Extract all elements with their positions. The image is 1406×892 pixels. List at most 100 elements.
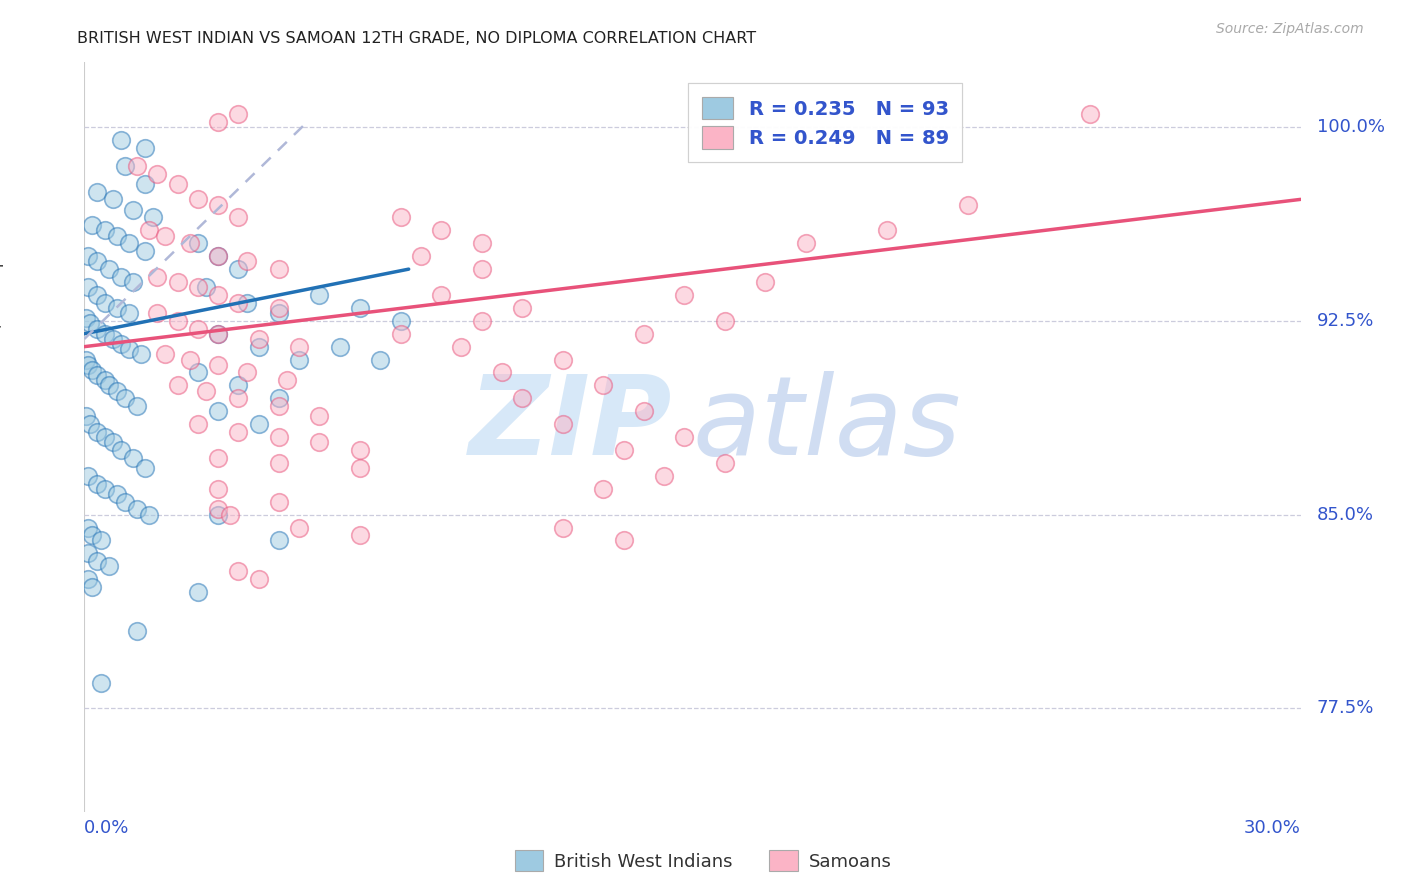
Point <box>77 546 100 560</box>
Point <box>308 435 330 450</box>
Point <box>592 482 614 496</box>
Text: 12th Grade, No Diploma: 12th Grade, No Diploma <box>0 211 4 430</box>
Point <box>207 404 229 418</box>
Point <box>409 249 432 263</box>
Point <box>146 306 169 320</box>
Point <box>86 554 108 568</box>
Point <box>97 378 120 392</box>
Point <box>207 326 229 341</box>
Point <box>93 326 115 341</box>
Point <box>228 392 250 406</box>
Point <box>125 399 148 413</box>
Point <box>247 340 270 354</box>
Text: 85.0%: 85.0% <box>1317 506 1374 524</box>
Point <box>77 520 100 534</box>
Point <box>97 559 120 574</box>
Point <box>219 508 242 522</box>
Point <box>207 482 229 496</box>
Point <box>114 159 136 173</box>
Text: Source: ZipAtlas.com: Source: ZipAtlas.com <box>1216 22 1364 37</box>
Point <box>118 343 141 357</box>
Point <box>207 249 229 263</box>
Point <box>82 218 104 232</box>
Point <box>122 450 145 465</box>
Point <box>110 269 132 284</box>
Point <box>129 347 152 361</box>
Point <box>592 378 614 392</box>
Point <box>288 520 311 534</box>
Point <box>288 352 311 367</box>
Text: BRITISH WEST INDIAN VS SAMOAN 12TH GRADE, NO DIPLOMA CORRELATION CHART: BRITISH WEST INDIAN VS SAMOAN 12TH GRADE… <box>77 31 756 46</box>
Point <box>267 301 290 315</box>
Point <box>235 295 257 310</box>
Point <box>142 211 165 225</box>
Point <box>86 425 108 439</box>
Point <box>79 417 101 432</box>
Text: 0.0%: 0.0% <box>84 820 129 838</box>
Point <box>138 223 160 237</box>
Point <box>134 177 156 191</box>
Point <box>235 254 257 268</box>
Point <box>491 366 513 380</box>
Point <box>612 442 634 457</box>
Point <box>101 193 124 207</box>
Point <box>93 482 115 496</box>
Point <box>430 223 453 237</box>
Point <box>349 461 371 475</box>
Point <box>551 520 574 534</box>
Point <box>125 502 148 516</box>
Point <box>207 197 229 211</box>
Point <box>247 417 270 432</box>
Point <box>179 236 201 251</box>
Point <box>471 314 494 328</box>
Point <box>86 476 108 491</box>
Point <box>633 326 655 341</box>
Point <box>155 347 177 361</box>
Point <box>105 487 128 501</box>
Point <box>207 288 229 302</box>
Point <box>349 442 371 457</box>
Point <box>349 301 371 315</box>
Point <box>187 417 209 432</box>
Point <box>187 193 209 207</box>
Point <box>235 366 257 380</box>
Point <box>114 392 136 406</box>
Point <box>118 306 141 320</box>
Point <box>75 311 97 326</box>
Point <box>267 399 290 413</box>
Legend: R = 0.235   N = 93, R = 0.249   N = 89: R = 0.235 N = 93, R = 0.249 N = 89 <box>689 83 963 162</box>
Point <box>207 502 229 516</box>
Point <box>228 425 250 439</box>
Point <box>77 572 100 586</box>
Point <box>101 435 124 450</box>
Point <box>166 275 188 289</box>
Point <box>75 409 97 424</box>
Point <box>187 585 209 599</box>
Point <box>138 508 160 522</box>
Point <box>510 301 533 315</box>
Point <box>187 236 209 251</box>
Point <box>82 363 104 377</box>
Point <box>122 202 145 217</box>
Point <box>267 392 290 406</box>
Point <box>389 326 412 341</box>
Point <box>86 185 108 199</box>
Text: 92.5%: 92.5% <box>1317 312 1374 330</box>
Point <box>194 280 217 294</box>
Point <box>125 159 148 173</box>
Point <box>86 254 108 268</box>
Point <box>551 352 574 367</box>
Point <box>166 177 188 191</box>
Point <box>146 167 169 181</box>
Point <box>247 332 270 346</box>
Point <box>122 275 145 289</box>
Point <box>118 236 141 251</box>
Point <box>389 314 412 328</box>
Point <box>368 352 391 367</box>
Point <box>187 280 209 294</box>
Point <box>86 288 108 302</box>
Point <box>247 572 270 586</box>
Point <box>714 456 737 470</box>
Point <box>166 314 188 328</box>
Point <box>957 197 980 211</box>
